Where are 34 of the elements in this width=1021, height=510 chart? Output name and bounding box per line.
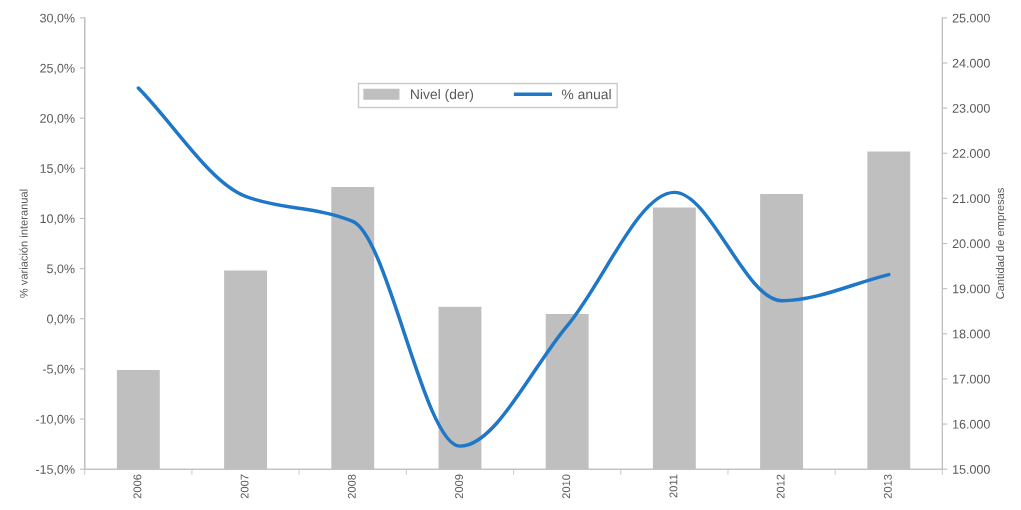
- y-tick-label: -15,0%: [35, 465, 75, 476]
- x-tick-label: 2010: [562, 474, 571, 499]
- y2-tick-label: 24.000: [952, 58, 990, 68]
- y2-tick-label: 16.000: [953, 419, 990, 429]
- x-tick-label: 2007: [240, 474, 249, 499]
- legend-label: Nivel (der): [411, 89, 474, 102]
- y2-tick-label: 20.000: [952, 239, 990, 249]
- y2-tick-label: 22.000: [952, 149, 990, 158]
- y2-tick-label: 18.000: [953, 329, 990, 339]
- y-tick-label: -10,0%: [35, 414, 75, 426]
- legend-label: % anual: [561, 89, 611, 100]
- y2-axis-title: Cantidad de empresas: [995, 188, 1007, 299]
- y2-tick-label: 15.000: [953, 465, 990, 474]
- x-tick-label: 2006: [133, 474, 142, 499]
- x-tick-label: 2011: [669, 474, 678, 498]
- y2-tick-label: 17.000: [953, 374, 990, 384]
- y-tick-label: 0,0%: [47, 314, 75, 325]
- y2-tick-label: 19.000: [953, 284, 990, 294]
- y-tick-label: 15,0%: [40, 164, 75, 175]
- y-tick-label: -5,0%: [42, 364, 75, 376]
- y-tick-label: 30,0%: [40, 13, 75, 24]
- y-axis-title: % variación interanual: [19, 189, 28, 298]
- x-tick-label: 2012: [776, 474, 785, 499]
- x-tick-label: 2013: [883, 474, 892, 499]
- y-tick-label: 5,0%: [47, 264, 75, 275]
- y2-tick-label: 23.000: [952, 103, 990, 113]
- line-series: [136, 86, 891, 448]
- x-tick-label: 2008: [347, 474, 356, 499]
- y-tick-label: 10,0%: [40, 214, 75, 225]
- x-tick-label: 2009: [455, 474, 463, 499]
- y2-tick-label: 21.000: [952, 194, 990, 204]
- y2-tick-label: 25.000: [952, 13, 990, 23]
- y-tick-label: 20,0%: [40, 113, 75, 125]
- y-tick-label: 25,0%: [40, 63, 75, 75]
